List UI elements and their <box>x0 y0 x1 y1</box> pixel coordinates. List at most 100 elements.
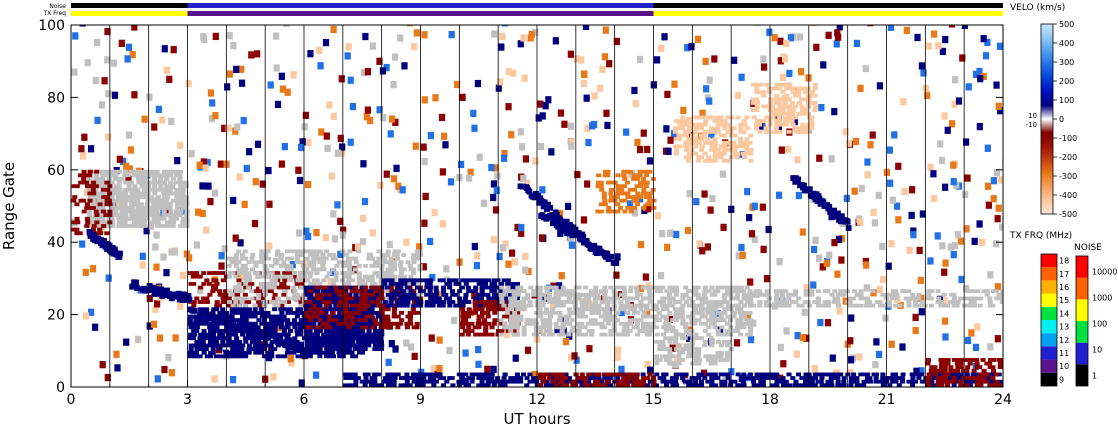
echo-cell <box>761 292 767 297</box>
echo-cell <box>492 206 500 214</box>
echo-cell <box>835 292 841 297</box>
echo-cell <box>349 314 355 319</box>
echo-cell <box>485 332 491 337</box>
echo-cell <box>142 209 148 214</box>
echo-cell <box>100 187 106 192</box>
echo-cell <box>734 325 740 330</box>
echo-cell <box>514 282 520 286</box>
echo-cell <box>641 187 647 192</box>
echo-cell <box>724 358 730 362</box>
echo-cell <box>104 195 110 199</box>
echo-cell <box>305 138 312 147</box>
echo-cell <box>608 191 614 196</box>
echo-cell <box>747 372 753 377</box>
echo-cell <box>326 292 332 297</box>
echo-cell <box>994 283 1001 291</box>
echo-cell <box>742 155 748 160</box>
echo-cell <box>350 325 356 330</box>
echo-cell <box>508 289 514 294</box>
echo-cell <box>265 343 271 348</box>
echo-cell <box>139 261 146 269</box>
echo-cell <box>246 278 253 283</box>
echo-cell <box>499 321 505 326</box>
echo-cell <box>647 300 653 304</box>
echo-cell <box>93 173 100 178</box>
echo-cell <box>732 303 738 308</box>
echo-cell <box>599 379 605 384</box>
echo-cell <box>576 332 582 337</box>
echo-cell <box>191 303 197 308</box>
echo-cell <box>90 220 96 225</box>
echo-cell <box>344 52 351 60</box>
echo-cell <box>741 140 747 145</box>
echo-cell <box>987 343 994 351</box>
echo-cell <box>378 278 384 283</box>
echo-cell <box>625 332 631 337</box>
echo-cell <box>654 289 660 294</box>
echo-cell <box>831 238 838 247</box>
echo-cell <box>491 383 497 387</box>
echo-cell <box>269 339 275 344</box>
echo-cell <box>660 300 666 304</box>
echo-cell <box>774 82 780 87</box>
echo-cell <box>333 343 339 348</box>
echo-cell <box>327 303 333 308</box>
echo-cell <box>672 300 678 304</box>
echo-cell <box>170 224 176 228</box>
echo-cell <box>718 155 724 160</box>
echo-cell <box>460 303 466 308</box>
echo-cell <box>356 339 362 344</box>
echo-cell <box>532 157 539 165</box>
echo-cell <box>298 260 304 265</box>
echo-cell <box>647 325 653 330</box>
echo-cell <box>673 144 679 149</box>
echo-cell <box>336 350 342 355</box>
echo-cell <box>436 296 442 301</box>
echo-cell <box>472 303 478 308</box>
echo-cell <box>469 372 475 377</box>
echo-cell <box>483 329 489 333</box>
echo-cell <box>127 146 135 154</box>
echo-cell <box>659 230 666 238</box>
echo-cell <box>385 289 391 294</box>
echo-cell <box>638 300 644 304</box>
echo-cell <box>385 249 391 254</box>
echo-cell <box>776 300 782 304</box>
strip-0-segment-0 <box>71 3 188 8</box>
echo-cell <box>605 383 611 387</box>
echo-cell <box>376 263 382 268</box>
echo-cell <box>275 314 281 319</box>
echo-cell <box>161 216 167 221</box>
echo-cell <box>631 187 638 192</box>
echo-cell <box>647 314 653 319</box>
echo-cell <box>527 372 533 377</box>
echo-cell <box>133 213 139 218</box>
echo-cell <box>903 26 910 35</box>
echo-cell <box>631 310 637 315</box>
echo-cell <box>822 300 828 304</box>
echo-cell <box>832 296 838 301</box>
echo-cell <box>243 339 249 344</box>
echo-cell <box>168 369 176 377</box>
echo-cell <box>427 379 433 384</box>
echo-cell <box>359 314 366 319</box>
echo-cell <box>323 256 329 261</box>
echo-cell <box>268 321 275 326</box>
echo-cell <box>679 307 685 312</box>
echo-cell <box>757 303 763 308</box>
echo-cell <box>618 332 624 337</box>
echo-cell <box>122 198 128 203</box>
echo-cell <box>670 303 676 308</box>
echo-cell <box>336 303 342 308</box>
echo-cell <box>619 187 625 192</box>
echo-cell <box>576 296 582 301</box>
echo-cell <box>711 303 718 308</box>
echo-cell <box>657 272 665 280</box>
echo-cell <box>217 336 223 341</box>
echo-cell <box>718 119 725 123</box>
echo-cell <box>404 282 410 286</box>
echo-cell <box>136 220 142 225</box>
echo-cell <box>499 300 505 304</box>
echo-cell <box>292 292 298 297</box>
echo-cell <box>255 271 261 275</box>
